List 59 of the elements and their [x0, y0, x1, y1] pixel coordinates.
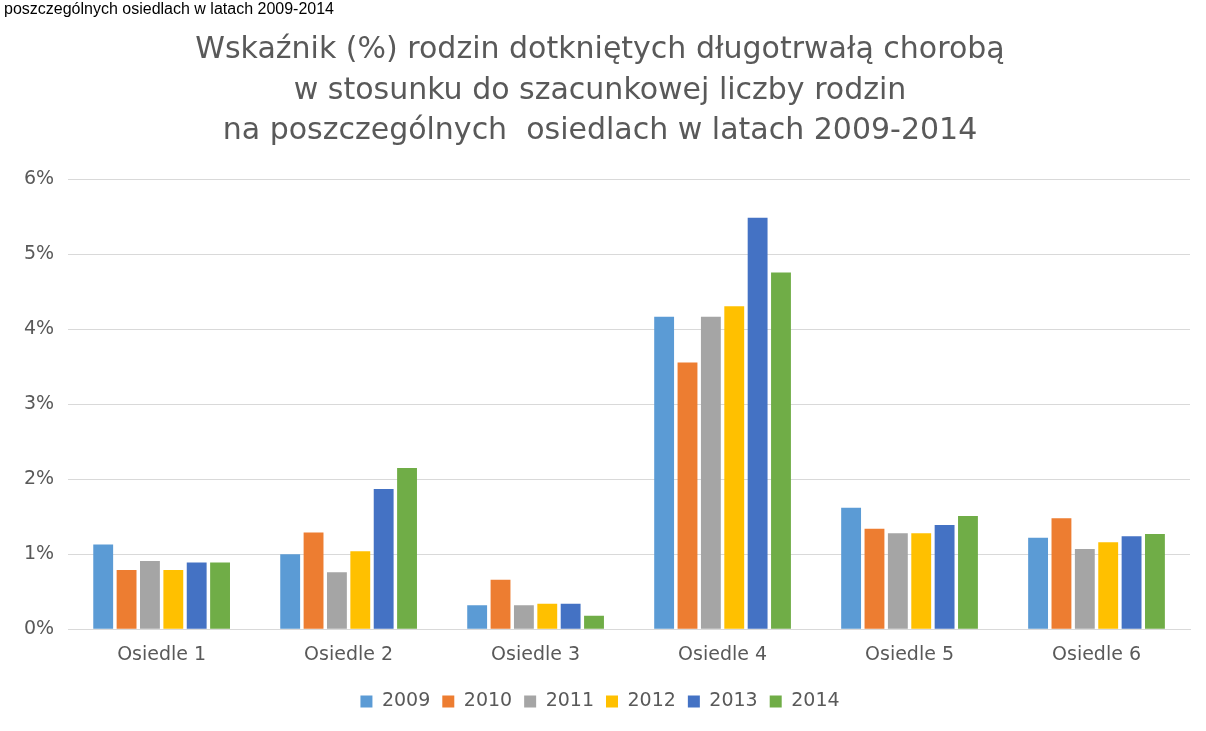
y-tick-label: 5%: [23, 241, 55, 264]
bar: [163, 569, 184, 629]
text: Wskaźnik (%) rodzin dotkniętych długotrwałą chorobą: [195, 30, 1005, 66]
bar: [1098, 542, 1119, 629]
legend-label: 2012: [627, 688, 676, 711]
bar: [584, 615, 604, 629]
y-tick-label: 6%: [23, 166, 55, 189]
bar: [537, 603, 558, 629]
bar: [1145, 534, 1165, 629]
bar: [326, 572, 347, 629]
bar: [490, 579, 511, 629]
bar: [1074, 549, 1095, 629]
x-tick-label: Osiedle 4: [678, 641, 768, 664]
x-tick-label: Osiedle 1: [117, 641, 207, 664]
bar: [724, 306, 745, 629]
bar: [677, 362, 698, 629]
bar: [1051, 518, 1072, 629]
x-tick-label: Osiedle 3: [491, 641, 581, 664]
y-tick-label: 4%: [23, 316, 55, 339]
bar: [93, 544, 114, 629]
text: na poszczególnych osiedlach w latach 2009-2014: [222, 111, 978, 147]
bar: [303, 532, 324, 629]
legend-label: 2013: [709, 688, 758, 711]
legend-label: 2011: [545, 688, 595, 711]
bar: [186, 562, 207, 629]
x-tick-label: Osiedle 5: [865, 641, 955, 664]
bar: [887, 533, 908, 629]
bar: [864, 528, 885, 629]
bar: [934, 525, 955, 629]
bar: [350, 551, 371, 629]
text: w stosunku do szacunkowej liczby rodzin: [293, 70, 907, 106]
bar: [958, 516, 978, 629]
bar: [467, 605, 488, 629]
bar: [771, 272, 791, 629]
bar: [373, 489, 394, 629]
bar: [116, 569, 137, 629]
bar: [841, 507, 862, 629]
x-tick-label: Osiedle 2: [304, 641, 394, 664]
bar: [747, 217, 768, 629]
text: poszczególnych osiedlach w latach 2009-2014: [4, 0, 335, 18]
bar: [911, 533, 932, 629]
x-tick-label: Osiedle 6: [1052, 641, 1141, 664]
bar: [1121, 536, 1142, 629]
legend-label: 2014: [791, 688, 840, 711]
y-tick-label: 1%: [23, 541, 55, 564]
y-tick-label: 3%: [23, 391, 55, 414]
legend-label: 2010: [463, 688, 513, 711]
bar: [1028, 537, 1049, 629]
y-tick-label: 0%: [23, 616, 55, 639]
y-tick-label: 2%: [23, 466, 55, 489]
bar: [140, 561, 160, 629]
bar: [397, 468, 417, 629]
bar: [654, 316, 675, 629]
bar: [700, 316, 721, 629]
bar: [210, 562, 230, 629]
legend-label: 2009: [381, 688, 431, 711]
bar: [560, 603, 581, 629]
bar: [513, 605, 534, 629]
bar: [280, 554, 301, 629]
